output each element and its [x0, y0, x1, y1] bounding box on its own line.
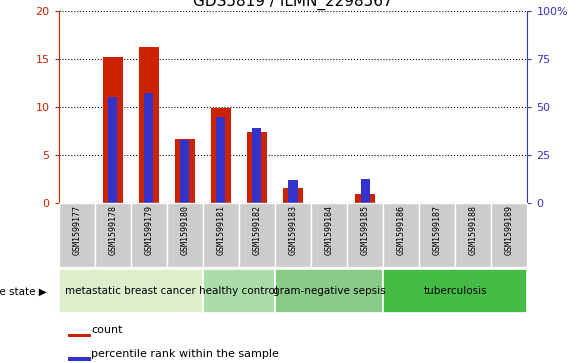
- Bar: [68, 334, 91, 337]
- Bar: [167, 203, 203, 267]
- Bar: [108, 97, 117, 203]
- Text: disease state ▶: disease state ▶: [0, 286, 47, 296]
- Text: GSM1599179: GSM1599179: [144, 205, 154, 255]
- Text: GSM1599187: GSM1599187: [432, 205, 442, 255]
- Bar: [383, 203, 419, 267]
- Text: GSM1599178: GSM1599178: [108, 205, 117, 255]
- Bar: [139, 48, 159, 203]
- Bar: [275, 203, 311, 267]
- Bar: [95, 203, 131, 267]
- Bar: [103, 57, 122, 203]
- Text: GSM1599177: GSM1599177: [72, 205, 81, 255]
- Text: healthy control: healthy control: [199, 286, 278, 296]
- Bar: [455, 203, 491, 267]
- Title: GDS5819 / ILMN_2298567: GDS5819 / ILMN_2298567: [193, 0, 393, 9]
- Bar: [216, 117, 226, 203]
- Text: GSM1599185: GSM1599185: [360, 205, 370, 255]
- Text: GSM1599180: GSM1599180: [180, 205, 189, 255]
- Bar: [144, 93, 154, 203]
- Text: tuberculosis: tuberculosis: [424, 286, 487, 296]
- Bar: [347, 203, 383, 267]
- Text: gram-negative sepsis: gram-negative sepsis: [272, 286, 386, 296]
- Bar: [311, 203, 347, 267]
- Text: GSM1599182: GSM1599182: [253, 205, 261, 255]
- Text: GSM1599183: GSM1599183: [288, 205, 298, 255]
- Bar: [239, 203, 275, 267]
- Text: GSM1599188: GSM1599188: [469, 205, 478, 255]
- Bar: [283, 188, 303, 203]
- Bar: [175, 139, 195, 203]
- Bar: [355, 194, 375, 203]
- Bar: [491, 203, 527, 267]
- Bar: [383, 269, 527, 313]
- Text: GSM1599181: GSM1599181: [216, 205, 226, 255]
- Bar: [360, 179, 370, 203]
- Bar: [131, 203, 167, 267]
- Bar: [59, 269, 203, 313]
- Bar: [275, 269, 383, 313]
- Text: GSM1599186: GSM1599186: [397, 205, 406, 255]
- Bar: [203, 203, 239, 267]
- Bar: [253, 128, 261, 203]
- Bar: [211, 108, 231, 203]
- Text: metastatic breast cancer: metastatic breast cancer: [66, 286, 196, 296]
- Text: percentile rank within the sample: percentile rank within the sample: [91, 348, 280, 359]
- Text: GSM1599189: GSM1599189: [505, 205, 514, 255]
- Bar: [419, 203, 455, 267]
- Bar: [180, 140, 189, 203]
- Bar: [203, 269, 275, 313]
- Text: count: count: [91, 325, 123, 335]
- Bar: [59, 203, 95, 267]
- Bar: [247, 132, 267, 203]
- Bar: [288, 180, 298, 203]
- Bar: [68, 357, 91, 361]
- Text: GSM1599184: GSM1599184: [325, 205, 333, 255]
